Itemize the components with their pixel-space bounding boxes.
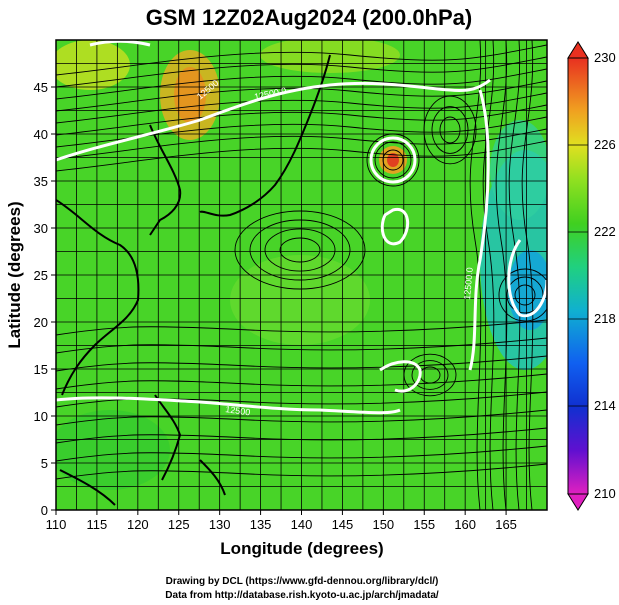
credit-drawing: Drawing by DCL (https://www.gfd-dennou.o…: [166, 576, 439, 587]
colorbar-label-210: 210: [594, 486, 616, 501]
x-tick-label: 125: [168, 517, 190, 532]
streamline: [56, 44, 547, 76]
warm-core-center: [387, 153, 399, 167]
streamline: [234, 210, 366, 290]
x-tick-label: 145: [332, 517, 354, 532]
colorbar-min-arrow: [567, 493, 589, 511]
y-tick-label: 35: [34, 174, 48, 189]
x-tick-label: 110: [46, 517, 67, 532]
streamline: [56, 140, 547, 172]
colorbar-label-218: 218: [594, 311, 616, 326]
y-tick-label: 0: [41, 503, 48, 518]
colorbar-label-214: 214: [594, 398, 616, 413]
x-tick-label: 120: [127, 517, 149, 532]
streamline: [56, 427, 547, 444]
streamline: [423, 95, 477, 165]
streamline: [431, 106, 469, 154]
streamline: [56, 56, 547, 88]
contour-south: [56, 396, 401, 415]
map-title: GSM 12Z02Aug2024 (200.0hPa): [146, 5, 472, 30]
contour-label-3: 12500.0: [462, 267, 475, 300]
streamline: [56, 337, 547, 354]
colorbar-label-226: 226: [594, 137, 616, 152]
y-axis: 0 5 10 15 20 25 30 35 40 45: [34, 80, 56, 518]
x-tick-label: 130: [209, 517, 231, 532]
cool-region-northeast: [490, 120, 547, 220]
colorbar-label-230: 230: [594, 50, 616, 65]
streamline: [56, 463, 547, 480]
streamline: [56, 409, 547, 426]
colorbar-max-arrow: [567, 41, 589, 59]
streamline: [56, 319, 547, 336]
contour-southeast: [379, 360, 422, 393]
contour-small-ring: [380, 207, 410, 246]
japan-coast: [199, 54, 331, 217]
y-tick-label: 15: [34, 362, 48, 377]
streamline: [279, 237, 321, 263]
x-tick-label: 140: [291, 517, 313, 532]
y-tick-label: 20: [34, 315, 48, 330]
contour-label-4: 12500: [225, 404, 251, 417]
streamline: [498, 268, 547, 322]
y-tick-label: 5: [41, 456, 48, 471]
warm-region-northwest: [56, 40, 130, 90]
streamline: [495, 40, 508, 510]
y-tick-label: 45: [34, 80, 48, 95]
streamline: [264, 228, 336, 272]
y-tick-label: 10: [34, 409, 48, 424]
streamline: [469, 40, 482, 510]
streamline: [56, 128, 547, 160]
contour-east-trough: [468, 89, 490, 371]
china-coast: [56, 199, 140, 396]
streamline: [508, 40, 521, 510]
contour-high-ring: [369, 136, 417, 184]
x-tick-label: 150: [372, 517, 394, 532]
streamline: [382, 149, 404, 171]
mid-region: [230, 255, 370, 345]
contour-east-ring: [507, 239, 547, 318]
south-region: [56, 410, 170, 490]
y-tick-label: 30: [34, 221, 48, 236]
streamline: [366, 133, 420, 187]
streamline: [521, 40, 534, 510]
x-tick-label: 135: [250, 517, 272, 532]
x-axis-title: Longitude (degrees): [220, 539, 383, 558]
streamline: [56, 68, 547, 100]
x-tick-label: 115: [87, 517, 108, 532]
height-contours: [56, 40, 547, 415]
y-tick-label: 40: [34, 127, 48, 142]
streamline: [403, 353, 457, 397]
x-tick-label: 165: [495, 517, 517, 532]
streamline: [411, 360, 449, 390]
contour-north-small: [89, 40, 151, 47]
island-coast: [199, 459, 226, 496]
x-tick-label: 160: [454, 517, 476, 532]
colorbar: 230 226 222 218 214 210: [567, 41, 616, 511]
streamline: [56, 373, 547, 390]
plot-area: 12500.0 12500 12500.0 12500: [56, 40, 547, 510]
streamline: [56, 445, 547, 462]
colorbar-scale: [567, 57, 589, 495]
streamline: [482, 40, 495, 510]
streamline: [56, 104, 547, 136]
credit-data: Data from http://database.rish.kyoto-u.a…: [165, 590, 439, 601]
x-tick-label: 155: [413, 517, 435, 532]
x-axis: 110 115 120 125 130 135 140 145 150 155 160 165: [46, 510, 517, 532]
colorbar-label-222: 222: [594, 224, 616, 239]
streamline: [439, 116, 461, 144]
y-axis-title: Latitude (degrees): [5, 201, 24, 348]
streamline: [249, 219, 351, 281]
streamline: [56, 391, 547, 408]
borneo-coast: [59, 469, 116, 506]
streamline: [419, 366, 441, 384]
y-tick-label: 25: [34, 268, 48, 283]
streamline: [56, 355, 547, 372]
contour-north: [56, 78, 491, 162]
streamline: [374, 141, 412, 179]
